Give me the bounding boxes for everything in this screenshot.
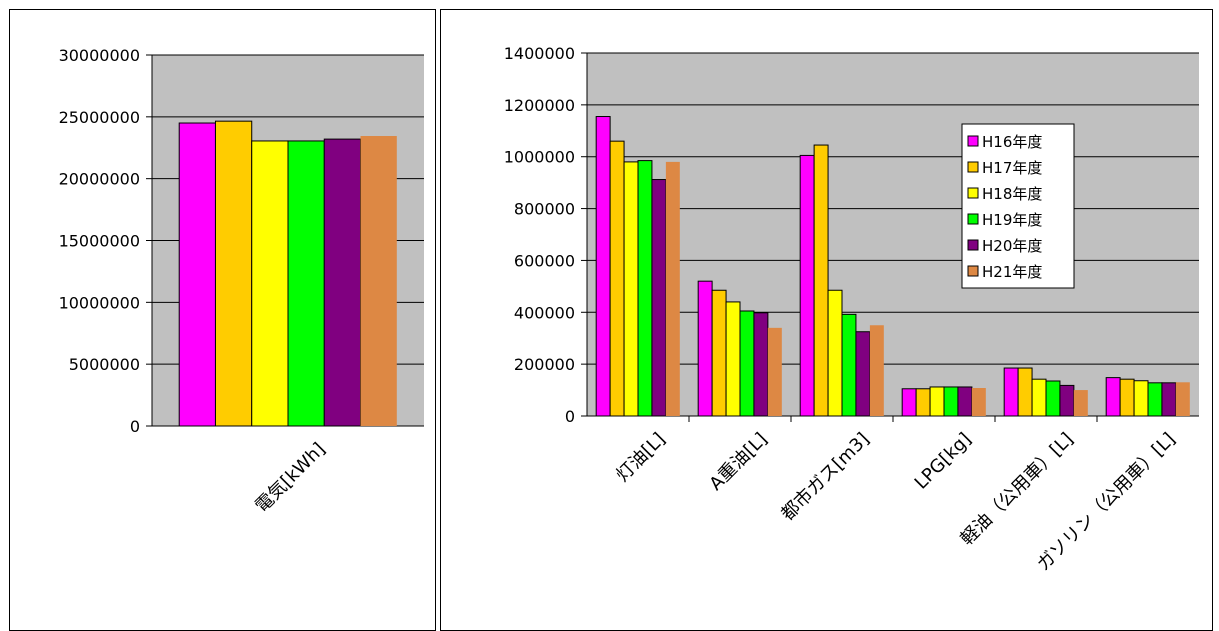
bar — [1031, 378, 1047, 417]
bar — [251, 140, 289, 427]
category-label: LPG[kg] — [911, 429, 976, 494]
bar — [739, 310, 755, 417]
bar — [971, 387, 986, 416]
bar — [1045, 380, 1061, 417]
bar — [753, 312, 769, 417]
bar — [609, 140, 625, 417]
bar — [1059, 384, 1075, 417]
bar — [214, 120, 253, 427]
y-tick-label: 200000 — [514, 355, 575, 374]
legend-swatch — [967, 135, 979, 147]
legend-label: H17年度 — [982, 159, 1042, 177]
legend-swatch — [967, 187, 979, 199]
bar — [637, 160, 653, 417]
electricity-chart: 0 5000000 10000000 15000000 20000000 25000000… — [59, 46, 424, 517]
bar — [665, 161, 680, 416]
bar — [915, 388, 931, 417]
bar — [1175, 382, 1190, 416]
left-chart-panel: 0 5000000 10000000 15000000 20000000 25000000… — [9, 9, 436, 631]
y-tick-label: 1000000 — [504, 148, 575, 167]
bar — [287, 140, 325, 427]
y-tick-label: 400000 — [514, 303, 575, 322]
legend-label: H21年度 — [982, 263, 1042, 281]
bar — [178, 122, 216, 427]
bar — [901, 388, 917, 417]
y-tick-label: 0 — [565, 407, 575, 426]
y-tick-label: 1400000 — [504, 44, 575, 63]
bar — [869, 325, 884, 416]
legend-label: H18年度 — [982, 185, 1042, 203]
bar — [1105, 377, 1121, 417]
y-tick-label: 600000 — [514, 251, 575, 270]
bar — [1003, 367, 1019, 417]
bar — [799, 154, 815, 417]
bar — [725, 301, 741, 417]
y-tick-label: 25000000 — [59, 108, 140, 127]
bar — [711, 289, 727, 417]
legend-swatch — [967, 161, 979, 173]
bar — [1161, 382, 1177, 417]
y-tick-label: 10000000 — [59, 293, 140, 312]
bar — [1147, 382, 1163, 417]
category-label: A重油[L] — [705, 429, 771, 495]
bar — [813, 144, 829, 417]
category-label: 灯油[L] — [612, 429, 669, 486]
bar — [827, 289, 843, 417]
y-tick-label: 30000000 — [59, 46, 140, 65]
bar — [1073, 390, 1088, 416]
legend-swatch — [967, 265, 979, 277]
fuel-chart: 0 200000 400000 600000 800000 1000000 1200000 1… — [504, 44, 1199, 575]
bar — [943, 386, 959, 417]
legend — [961, 123, 1075, 289]
bar — [929, 386, 945, 417]
plot-area — [587, 53, 1199, 416]
bar — [651, 179, 667, 417]
bar — [323, 138, 362, 427]
bar — [841, 313, 857, 417]
bar — [623, 161, 639, 417]
bar — [957, 386, 973, 417]
y-tick-label: 1200000 — [504, 96, 575, 115]
legend-label: H20年度 — [982, 237, 1042, 255]
category-label: 都市ガス[m3] — [777, 429, 873, 525]
bar — [360, 136, 397, 427]
legend-swatch — [967, 213, 979, 225]
y-tick-label: 5000000 — [69, 355, 140, 374]
legend-label: H19年度 — [982, 211, 1042, 229]
bar — [1133, 380, 1149, 417]
y-tick-label: 800000 — [514, 200, 575, 219]
category-label: 電気[kWh] — [251, 439, 329, 517]
bar — [1119, 378, 1135, 417]
y-tick-label: 20000000 — [59, 170, 140, 189]
legend-label: H16年度 — [982, 133, 1042, 151]
category-label: 軽油（公用車）[L] — [957, 429, 1078, 550]
legend-swatch — [967, 239, 979, 251]
bar — [1017, 367, 1033, 417]
bar — [595, 116, 611, 417]
y-tick-label: 0 — [130, 417, 140, 436]
right-chart-panel: 0 200000 400000 600000 800000 1000000 1200000 1… — [440, 9, 1213, 631]
bar — [855, 331, 871, 417]
bar — [697, 280, 713, 417]
bar — [767, 327, 782, 416]
y-tick-label: 15000000 — [59, 232, 140, 251]
